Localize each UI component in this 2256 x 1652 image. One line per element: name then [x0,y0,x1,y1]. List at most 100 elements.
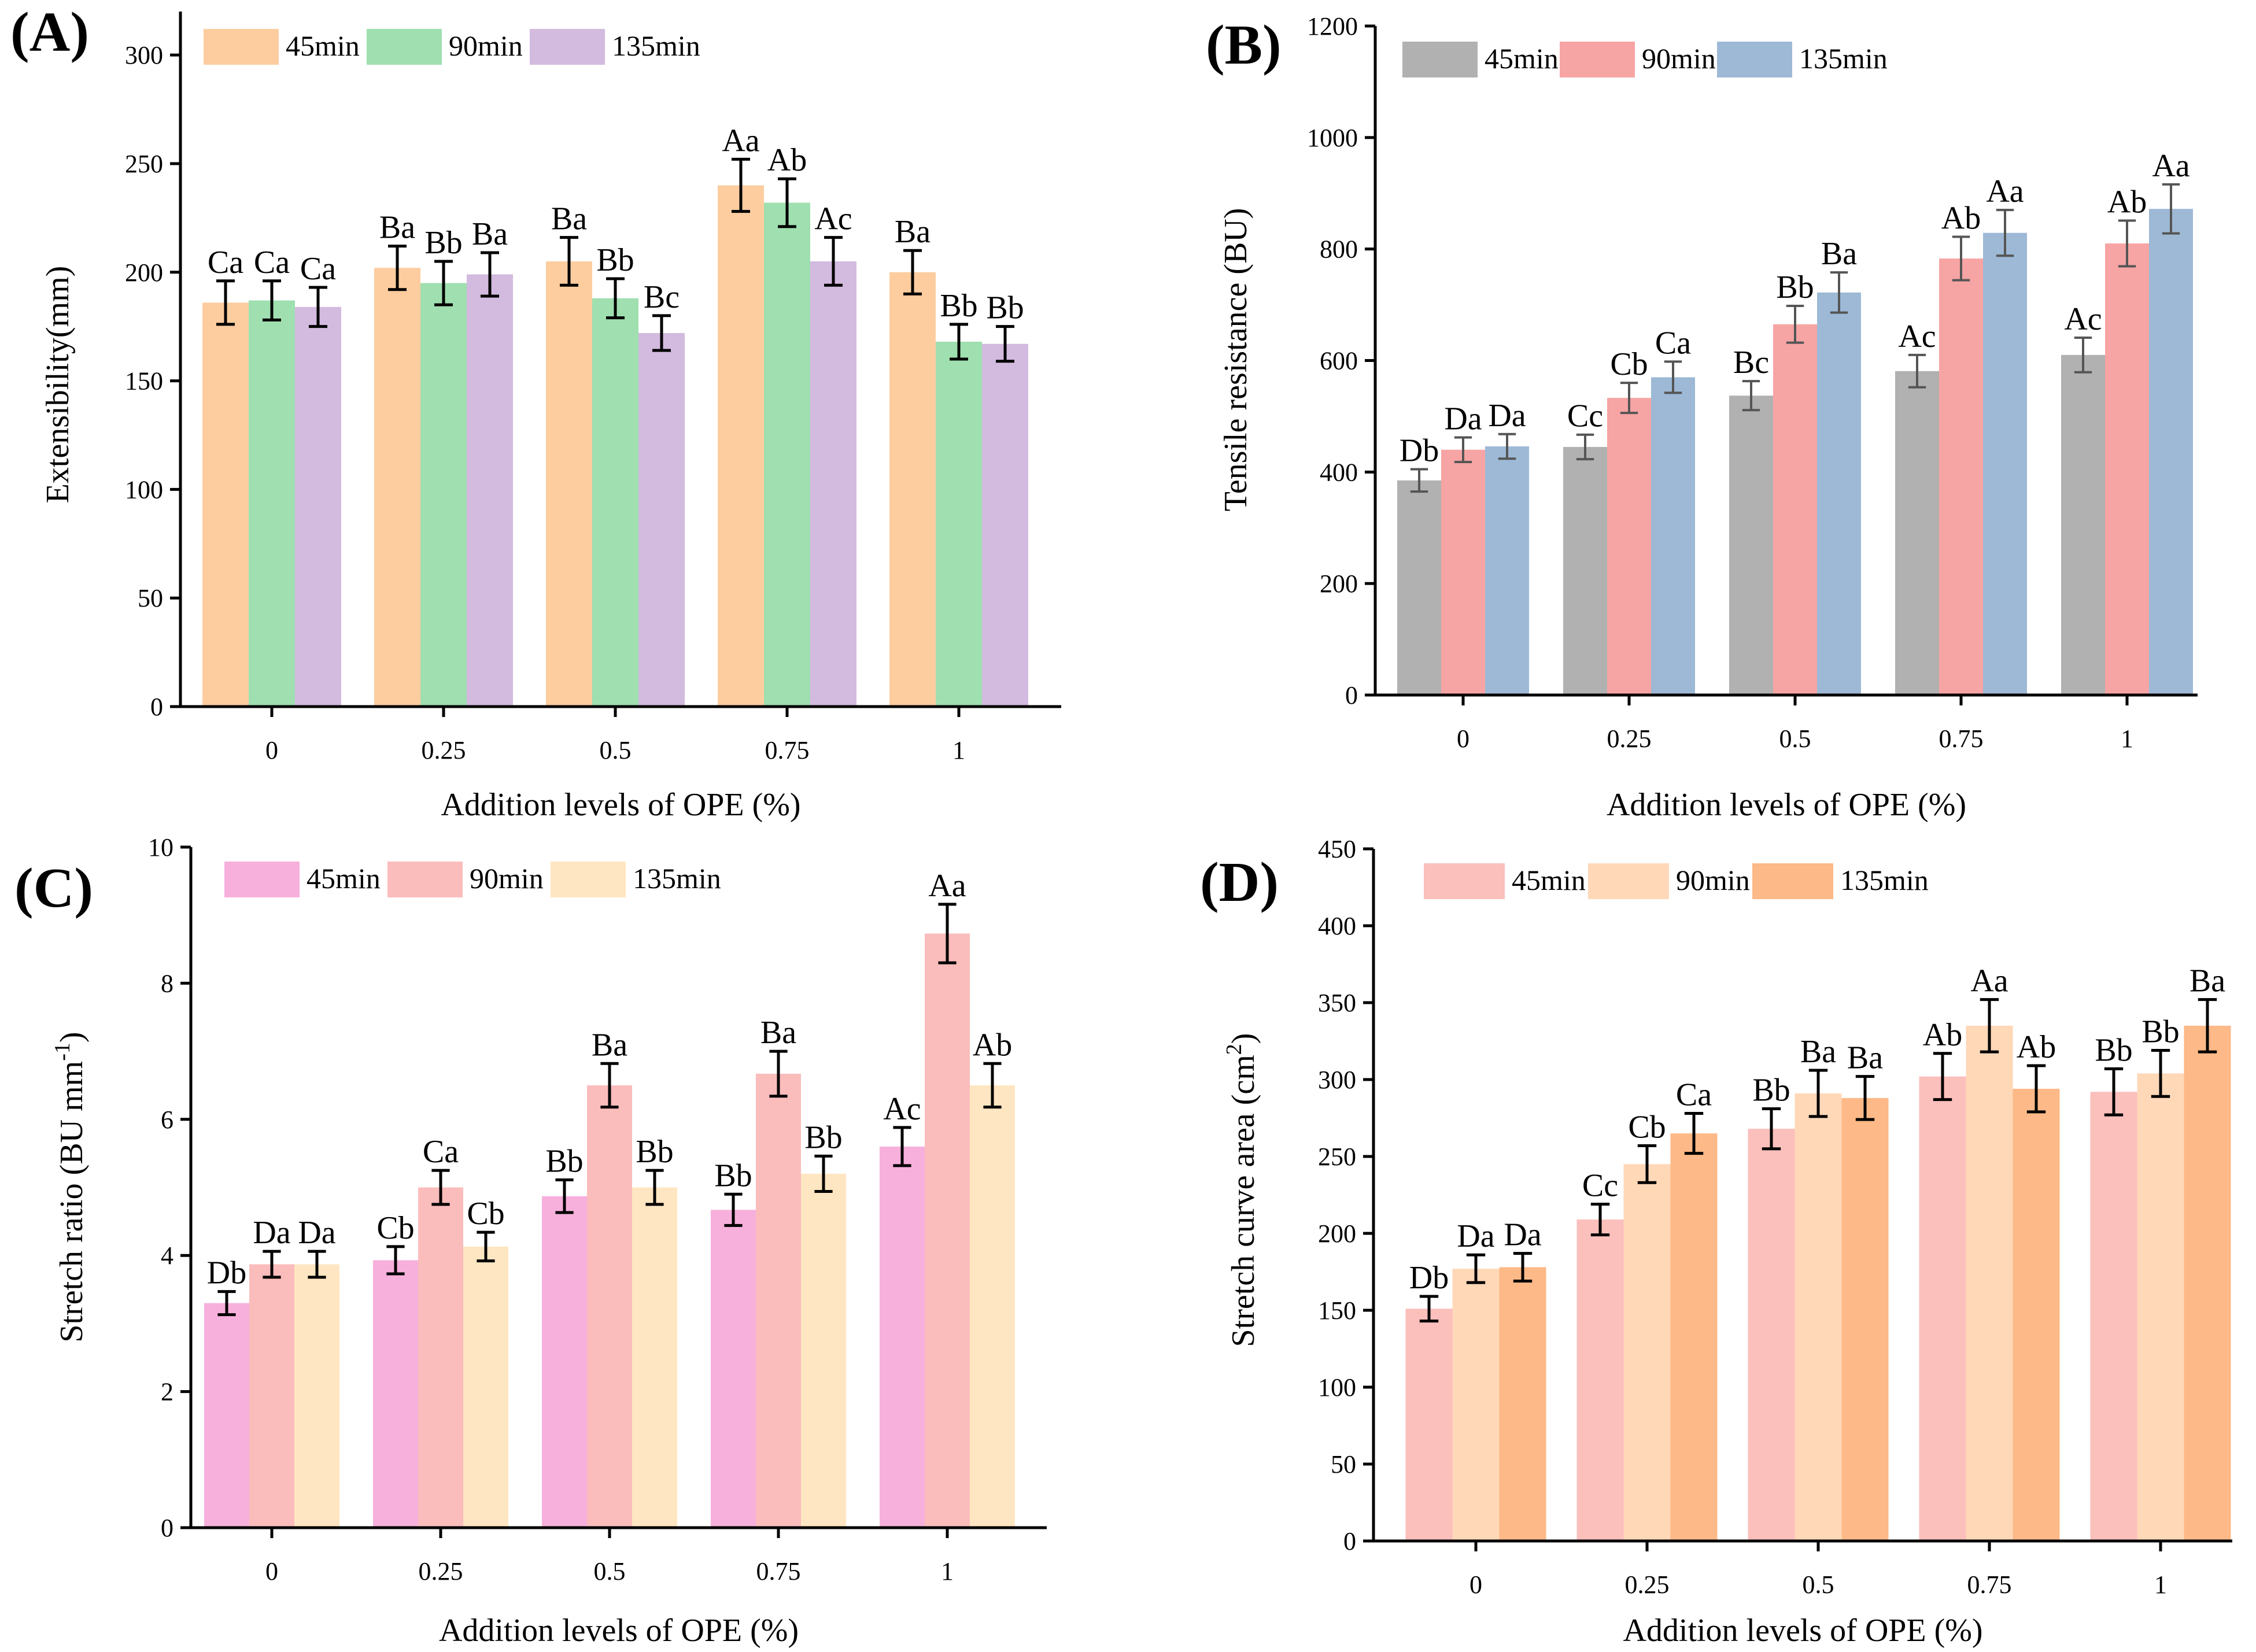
bar-135min-0 [1499,1267,1546,1541]
x-tick-label: 0.5 [1779,725,1811,753]
error-bar [2151,1048,2170,1098]
significance-letter: Da [1444,401,1482,437]
bar-90min-1 [2137,1073,2184,1541]
error-bar [477,1230,495,1263]
legend-label: 135min [633,862,721,895]
significance-letter: Cb [467,1196,504,1232]
y-axis-label: Stretch curve area (cm2) [1222,1033,1261,1347]
error-bar [652,314,671,352]
significance-letter: Bb [636,1134,673,1170]
significance-letter: Bb [1752,1073,1790,1108]
y-axis-label: Stretch ratio (BU mm-1) [50,1032,90,1342]
bar-45min-1 [889,272,936,707]
significance-letter: Ca [1676,1077,1712,1113]
y-tick-label: 150 [125,367,163,396]
bar-45min-0.75 [1895,371,1939,695]
bar-45min-0.5 [1729,396,1773,695]
error-bar [2026,1064,2046,1114]
legend-label: 90min [1642,42,1716,75]
y-axis-label: Extensibility(mm) [40,266,76,504]
bar-90min-0.25 [1607,398,1651,695]
error-bar [1513,1252,1533,1283]
significance-letter: Ca [254,245,290,280]
y-tick-label: 100 [125,475,163,504]
x-tick-label: 0.5 [594,1557,626,1586]
significance-letter: Ca [1655,325,1691,361]
bar-45min-1 [2090,1092,2137,1541]
y-axis-label: Tensile resistance (BU) [1218,208,1254,512]
legend-swatch [1424,863,1505,899]
error-bar [1576,433,1594,461]
x-tick-label: 0.75 [1939,725,1984,753]
significance-letter: Bb [596,242,634,278]
bar-45min-0.5 [542,1196,587,1528]
error-bar [1466,1253,1486,1284]
significance-letter: Ba [2189,963,2225,999]
error-bar [1498,433,1516,460]
x-tick-label: 0.75 [756,1557,801,1586]
significance-letter: Da [1488,398,1526,434]
error-bar [1620,382,1638,415]
legend-label: 45min [286,29,360,62]
significance-letter: Ca [208,245,243,280]
error-bar [217,1290,236,1317]
y-tick-label: 0 [1345,681,1358,709]
significance-letter: Ab [2107,184,2147,220]
panel-label: (A) [10,1,89,64]
y-tick-label: 50 [138,584,163,612]
x-tick-label: 0 [1469,1570,1482,1599]
y-tick-label: 400 [1318,912,1356,940]
significance-letter: Aa [928,868,966,904]
bar-45min-1 [2061,354,2105,695]
bar-90min-0.75 [764,202,810,707]
error-bar [1590,1202,1610,1237]
bar-45min-0.25 [1576,1219,1624,1541]
significance-letter: Ab [1941,200,1981,236]
significance-letter: Bb [804,1119,842,1155]
legend-swatch [1402,42,1478,77]
x-axis-label: Addition levels of OPE (%) [1623,1613,1982,1649]
significance-letter: Ab [973,1027,1012,1063]
error-bar [732,157,750,213]
y-tick-label: 300 [125,41,163,69]
y-tick-label: 6 [161,1106,173,1134]
error-bar [2162,183,2180,235]
significance-letter: Da [253,1215,290,1251]
significance-letter: Aa [1986,173,2024,209]
y-tick-label: 0 [150,693,163,721]
significance-letter: Db [207,1255,246,1291]
bar-135min-0.75 [810,261,856,707]
bar-90min-0.75 [756,1073,801,1528]
y-tick-label: 0 [161,1514,173,1542]
error-bar [606,277,625,320]
x-tick-label: 0 [265,736,278,764]
bar-135min-1 [970,1085,1015,1528]
bar-90min-0.25 [420,283,467,707]
x-axis-label: Addition levels of OPE (%) [441,787,800,823]
significance-letter: Bb [424,225,462,261]
y-tick-label: 10 [148,833,173,862]
error-bar [2118,219,2136,268]
y-tick-label: 4 [161,1241,173,1270]
legend-swatch [387,862,463,897]
significance-letter: Ca [300,251,336,287]
significance-letter: Ba [1847,1040,1883,1076]
bar-135min-0.75 [2013,1088,2060,1541]
significance-letter: Ac [1898,319,1936,354]
bar-135min-0.5 [1841,1097,1889,1541]
error-bar [893,1126,911,1167]
x-axis-label: Addition levels of OPE (%) [439,1613,799,1649]
legend-swatch [367,29,442,65]
legend-swatch [530,29,605,65]
error-bar [996,325,1014,363]
bar-90min-0.75 [1939,258,1983,695]
bar-135min-0.25 [1670,1133,1718,1541]
y-tick-label: 2 [161,1378,173,1406]
error-bar [560,236,578,287]
error-bar [2074,336,2092,374]
bar-135min-0.75 [1983,232,2027,696]
significance-letter: Ba [1800,1034,1836,1070]
bar-90min-0.5 [587,1085,632,1528]
error-bar [555,1178,574,1214]
